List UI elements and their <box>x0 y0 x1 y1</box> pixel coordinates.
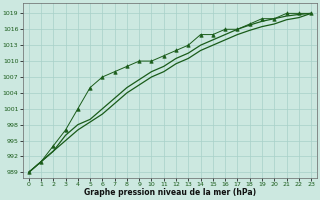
X-axis label: Graphe pression niveau de la mer (hPa): Graphe pression niveau de la mer (hPa) <box>84 188 256 197</box>
